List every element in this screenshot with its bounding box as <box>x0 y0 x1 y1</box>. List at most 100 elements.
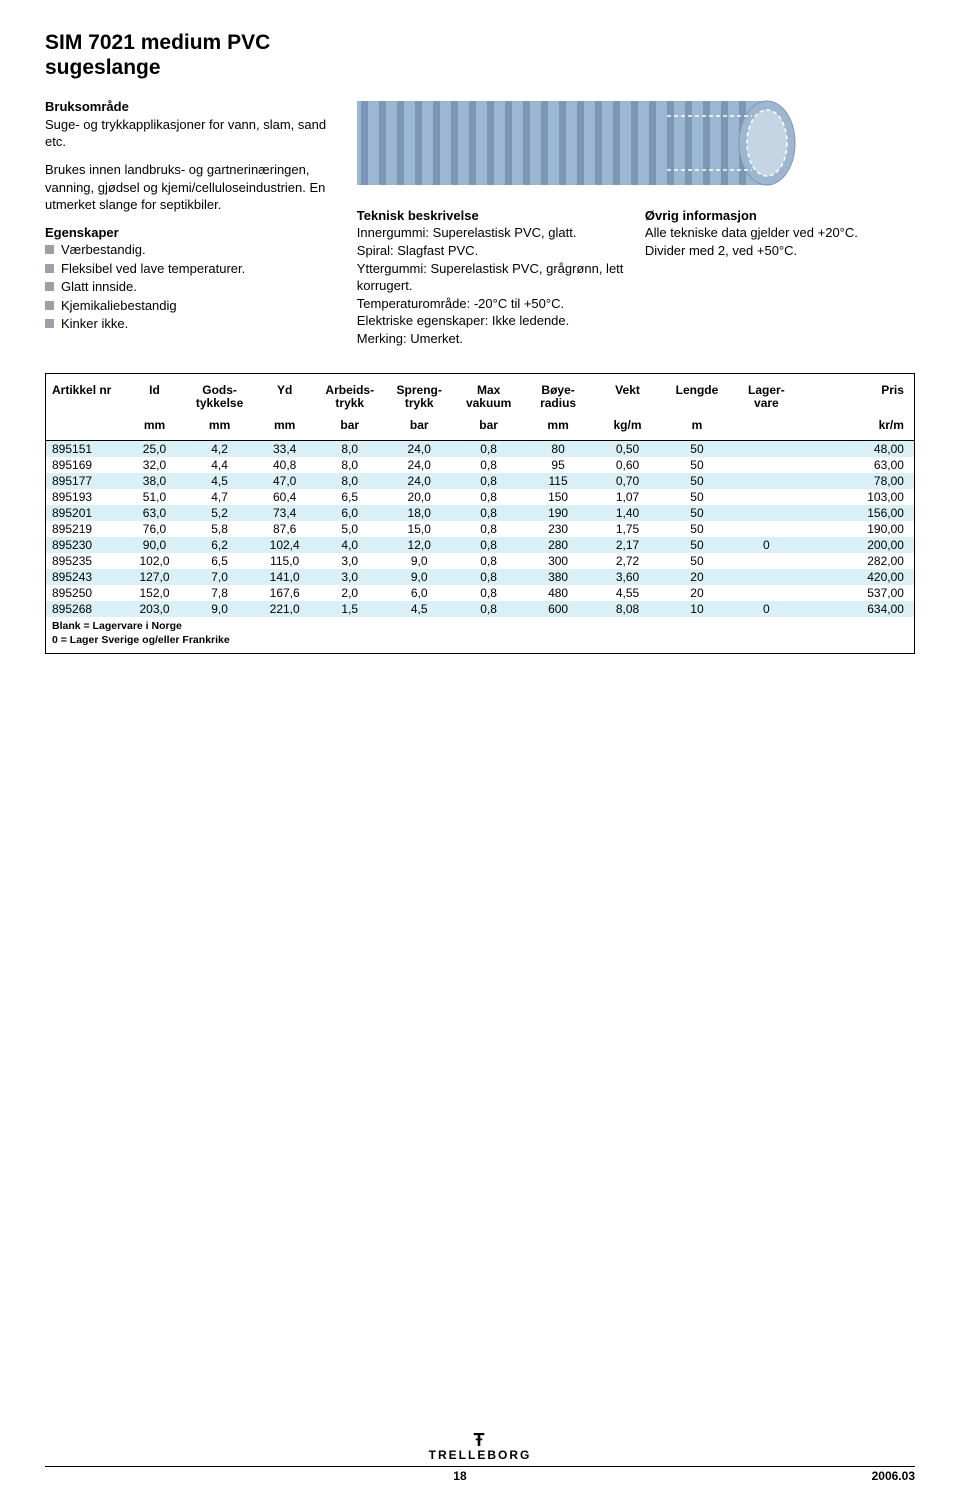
table-cell: 33,4 <box>254 441 315 457</box>
table-unit-cell: kr/m <box>801 415 914 436</box>
info-column: Øvrig informasjon Alle tekniske data gje… <box>645 207 915 347</box>
table-cell: 8,0 <box>315 441 384 457</box>
property-item: Glatt innside. <box>45 278 339 296</box>
table-cell: 50 <box>662 473 731 489</box>
table-unit-cell: mm <box>523 415 592 436</box>
table-cell: 0,8 <box>454 585 523 601</box>
table-cell: 895268 <box>46 601 124 617</box>
table-cell: 4,5 <box>384 601 453 617</box>
table-unit-cell: kg/m <box>593 415 662 436</box>
table-cell <box>732 473 801 489</box>
table-cell: 20 <box>662 569 731 585</box>
footer-date: 2006.03 <box>872 1469 915 1483</box>
table-cell: 190 <box>523 505 592 521</box>
table-row: 895250152,07,8167,62,06,00,84804,5520537… <box>46 585 914 601</box>
table-row: 89516932,04,440,88,024,00,8950,605063,00 <box>46 457 914 473</box>
table-cell: 15,0 <box>384 521 453 537</box>
table-cell: 24,0 <box>384 473 453 489</box>
usage-p2: Brukes innen landbruks- og gartnerinærin… <box>45 161 339 214</box>
table-cell: 38,0 <box>124 473 185 489</box>
table-cell: 3,0 <box>315 569 384 585</box>
table-cell: 47,0 <box>254 473 315 489</box>
info-line: Divider med 2, ved +50°C. <box>645 242 915 260</box>
table-cell: 76,0 <box>124 521 185 537</box>
table-cell: 40,8 <box>254 457 315 473</box>
table-cell: 4,4 <box>185 457 254 473</box>
right-subcolumns: Teknisk beskrivelse Innergummi: Superela… <box>357 207 915 347</box>
hose-illustration <box>357 98 797 188</box>
table-cell: 102,0 <box>124 553 185 569</box>
tech-heading: Teknisk beskrivelse <box>357 207 627 225</box>
table-cell: 895230 <box>46 537 124 553</box>
title-line-2: sugeslange <box>45 56 161 79</box>
table-cell: 48,00 <box>801 441 914 457</box>
table-row: 895268203,09,0221,01,54,50,86008,0810063… <box>46 601 914 617</box>
table-cell: 203,0 <box>124 601 185 617</box>
table-cell: 895235 <box>46 553 124 569</box>
table-cell: 380 <box>523 569 592 585</box>
table-row: 895235102,06,5115,03,09,00,83002,7250282… <box>46 553 914 569</box>
footer-spacer <box>45 1469 48 1483</box>
table-cell: 63,0 <box>124 505 185 521</box>
table-cell: 4,0 <box>315 537 384 553</box>
table-cell: 3,0 <box>315 553 384 569</box>
table-header-cell: Vekt <box>593 380 662 414</box>
table-cell: 6,5 <box>185 553 254 569</box>
table-header-cell: Artikkel nr <box>46 380 124 414</box>
table-cell: 50 <box>662 489 731 505</box>
table-cell: 0,8 <box>454 473 523 489</box>
table-cell: 10 <box>662 601 731 617</box>
table-cell: 50 <box>662 441 731 457</box>
right-column: Teknisk beskrivelse Innergummi: Superela… <box>357 98 915 347</box>
tech-line: Yttergummi: Superelastisk PVC, grågrønn,… <box>357 260 627 295</box>
table-cell <box>732 457 801 473</box>
table-cell: 2,0 <box>315 585 384 601</box>
table-cell: 9,0 <box>384 569 453 585</box>
table-cell: 0 <box>732 601 801 617</box>
table-header-cell: Gods-tykkelse <box>185 380 254 414</box>
table-cell: 60,4 <box>254 489 315 505</box>
table-unit-cell <box>46 415 124 436</box>
table-cell: 156,00 <box>801 505 914 521</box>
properties-heading: Egenskaper <box>45 224 339 242</box>
table-cell: 141,0 <box>254 569 315 585</box>
table-row: 89521976,05,887,65,015,00,82301,7550190,… <box>46 521 914 537</box>
table-cell: 200,00 <box>801 537 914 553</box>
table-cell: 1,5 <box>315 601 384 617</box>
tech-line: Innergummi: Superelastisk PVC, glatt. <box>357 224 627 242</box>
data-table: Artikkel nrIdGods-tykkelseYdArbeids-tryk… <box>45 373 915 654</box>
table-unit-cell: bar <box>454 415 523 436</box>
table-cell: 7,0 <box>185 569 254 585</box>
page-title: SIM 7021 medium PVC sugeslange <box>45 30 915 80</box>
tech-column: Teknisk beskrivelse Innergummi: Superela… <box>357 207 627 347</box>
content-columns: Bruksområde Suge- og trykkapplikasjoner … <box>45 98 915 347</box>
table-cell: 87,6 <box>254 521 315 537</box>
table-row: 89519351,04,760,46,520,00,81501,0750103,… <box>46 489 914 505</box>
table-cell: 221,0 <box>254 601 315 617</box>
table-header-cell: Bøye-radius <box>523 380 592 414</box>
table-cell: 0,8 <box>454 505 523 521</box>
table-cell: 24,0 <box>384 441 453 457</box>
table-cell: 895193 <box>46 489 124 505</box>
table-unit-cell: mm <box>185 415 254 436</box>
page-content: SIM 7021 medium PVC sugeslange Bruksområ… <box>0 0 960 654</box>
table-cell: 24,0 <box>384 457 453 473</box>
table-cell: 7,8 <box>185 585 254 601</box>
table-cell: 895169 <box>46 457 124 473</box>
table-cell: 25,0 <box>124 441 185 457</box>
table-cell: 895250 <box>46 585 124 601</box>
table-cell: 4,2 <box>185 441 254 457</box>
table-cell: 1,75 <box>593 521 662 537</box>
left-column: Bruksområde Suge- og trykkapplikasjoner … <box>45 98 339 347</box>
table-cell: 0,8 <box>454 521 523 537</box>
tech-line: Spiral: Slagfast PVC. <box>357 242 627 260</box>
table-cell: 5,8 <box>185 521 254 537</box>
table-cell: 300 <box>523 553 592 569</box>
table-cell: 50 <box>662 521 731 537</box>
table-cell: 600 <box>523 601 592 617</box>
table-cell: 5,2 <box>185 505 254 521</box>
table-cell: 50 <box>662 537 731 553</box>
table-header-cell: Lager-vare <box>732 380 801 414</box>
table-cell: 150 <box>523 489 592 505</box>
table-cell: 80 <box>523 441 592 457</box>
